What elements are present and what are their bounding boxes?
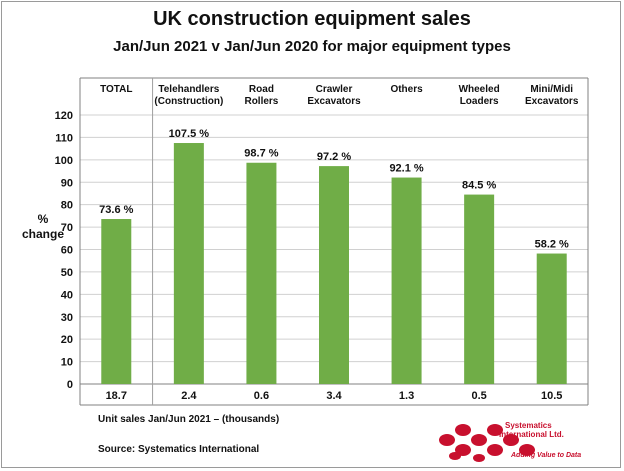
y-tick-label: 70 <box>61 222 73 234</box>
y-tick-label: 20 <box>61 334 73 346</box>
bar-value-label: 98.7 % <box>244 148 278 160</box>
y-tick-label: 40 <box>61 289 73 301</box>
y-tick-label: 110 <box>55 132 73 144</box>
logo-graphic <box>439 424 535 462</box>
y-tick-label: 10 <box>61 357 73 369</box>
category-label: Mini/Midi <box>530 84 573 95</box>
y-axis-label-line-2: change <box>21 227 64 241</box>
unit-sales-value: 1.3 <box>399 390 414 402</box>
y-tick-label: 50 <box>61 267 73 279</box>
category-label: Excavators <box>307 96 361 107</box>
systematics-logo: Systematics International Ltd. Adding Va… <box>433 416 583 469</box>
bar <box>536 253 567 384</box>
category-label: Loaders <box>460 96 499 107</box>
chart-title: UK construction equipment sales <box>153 8 471 30</box>
unit-sales-value: 3.4 <box>326 390 342 402</box>
logo-name-line-2: International Ltd. <box>499 430 564 439</box>
bar-value-label: 92.1 % <box>389 163 423 175</box>
category-label: Road <box>249 84 274 95</box>
y-tick-label: 100 <box>55 155 73 167</box>
unit-sales-value: 0.6 <box>254 390 269 402</box>
y-axis-label-line-1: % <box>37 212 49 226</box>
bar <box>173 143 204 384</box>
y-tick-label: 60 <box>61 245 73 257</box>
unit-sales-value: 2.4 <box>181 390 197 402</box>
bar-value-label: 97.2 % <box>317 151 351 163</box>
category-label: Others <box>390 84 423 95</box>
bar <box>246 162 277 384</box>
category-label: Telehandlers <box>158 84 219 95</box>
bar <box>464 194 495 384</box>
unit-sales-value: 10.5 <box>541 390 562 402</box>
y-tick-label: 0 <box>67 379 73 391</box>
chart-subtitle: Jan/Jun 2021 v Jan/Jun 2020 for major eq… <box>113 38 511 55</box>
y-tick-label: 80 <box>61 200 73 212</box>
category-label: Rollers <box>244 96 278 107</box>
category-label: (Construction) <box>154 96 223 107</box>
logo-name-line-1: Systematics <box>505 421 552 430</box>
bar-value-label: 73.6 % <box>99 204 133 216</box>
y-tick-label: 120 <box>55 110 73 122</box>
unit-sales-value: 0.5 <box>471 390 486 402</box>
category-label: TOTAL <box>100 84 132 95</box>
bar-value-label: 84.5 % <box>462 180 496 192</box>
y-tick-label: 30 <box>61 312 73 324</box>
category-label: Excavators <box>525 96 579 107</box>
source-note: Source: Systematics International <box>98 444 260 455</box>
logo-tagline: Adding Value to Data <box>511 452 582 459</box>
bar-value-label: 107.5 % <box>169 128 210 140</box>
unit-sales-note: Unit sales Jan/Jun 2021 – (thousands) <box>98 414 280 425</box>
bar <box>319 166 349 384</box>
bar-value-label: 58.2 % <box>535 239 569 251</box>
unit-sales-value: 18.7 <box>106 390 127 402</box>
category-label: Wheeled <box>459 84 500 95</box>
category-label: Crawler <box>316 84 353 95</box>
y-axis-label: % change <box>18 212 68 242</box>
bar <box>101 219 132 384</box>
bar <box>391 177 422 384</box>
y-tick-label: 90 <box>61 177 73 189</box>
